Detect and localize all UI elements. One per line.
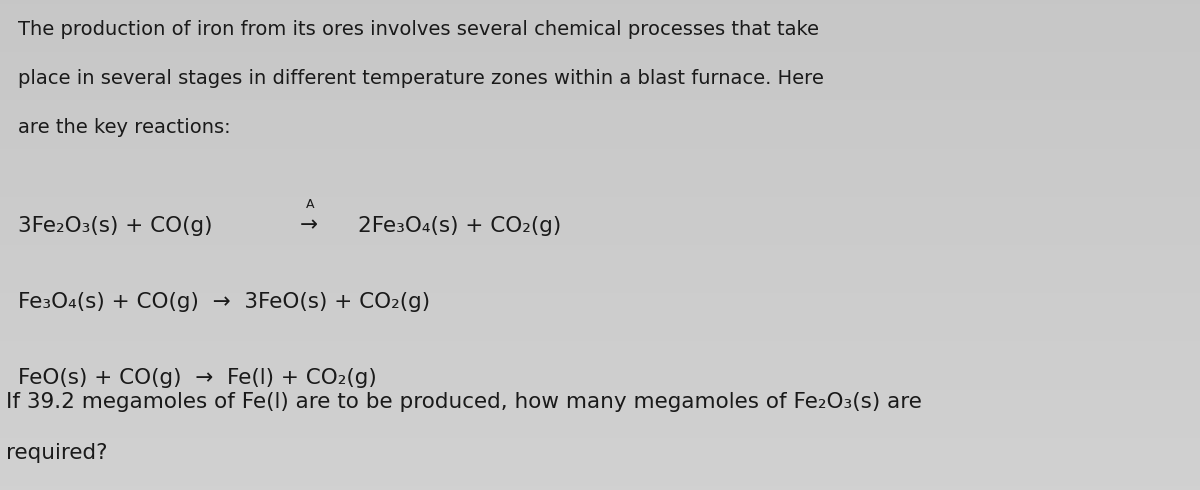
Text: The production of iron from its ores involves several chemical processes that ta: The production of iron from its ores inv…	[18, 20, 818, 39]
Text: are the key reactions:: are the key reactions:	[18, 118, 230, 137]
Text: place in several stages in different temperature zones within a blast furnace. H: place in several stages in different tem…	[18, 69, 824, 88]
Text: →: →	[300, 216, 318, 236]
Text: FeO(s) + CO(g)  →  Fe(l) + CO₂(g): FeO(s) + CO(g) → Fe(l) + CO₂(g)	[18, 368, 377, 388]
Text: 2Fe₃O₄(s) + CO₂(g): 2Fe₃O₄(s) + CO₂(g)	[358, 216, 560, 236]
Text: 3Fe₂O₃(s) + CO(g): 3Fe₂O₃(s) + CO(g)	[18, 216, 212, 236]
Text: required?: required?	[6, 443, 108, 464]
Text: Fe₃O₄(s) + CO(g)  →  3FeO(s) + CO₂(g): Fe₃O₄(s) + CO(g) → 3FeO(s) + CO₂(g)	[18, 292, 430, 312]
Text: If 39.2 megamoles of Fe(l) are to be produced, how many megamoles of Fe₂O₃(s) ar: If 39.2 megamoles of Fe(l) are to be pro…	[6, 392, 922, 412]
Text: A: A	[306, 197, 314, 211]
